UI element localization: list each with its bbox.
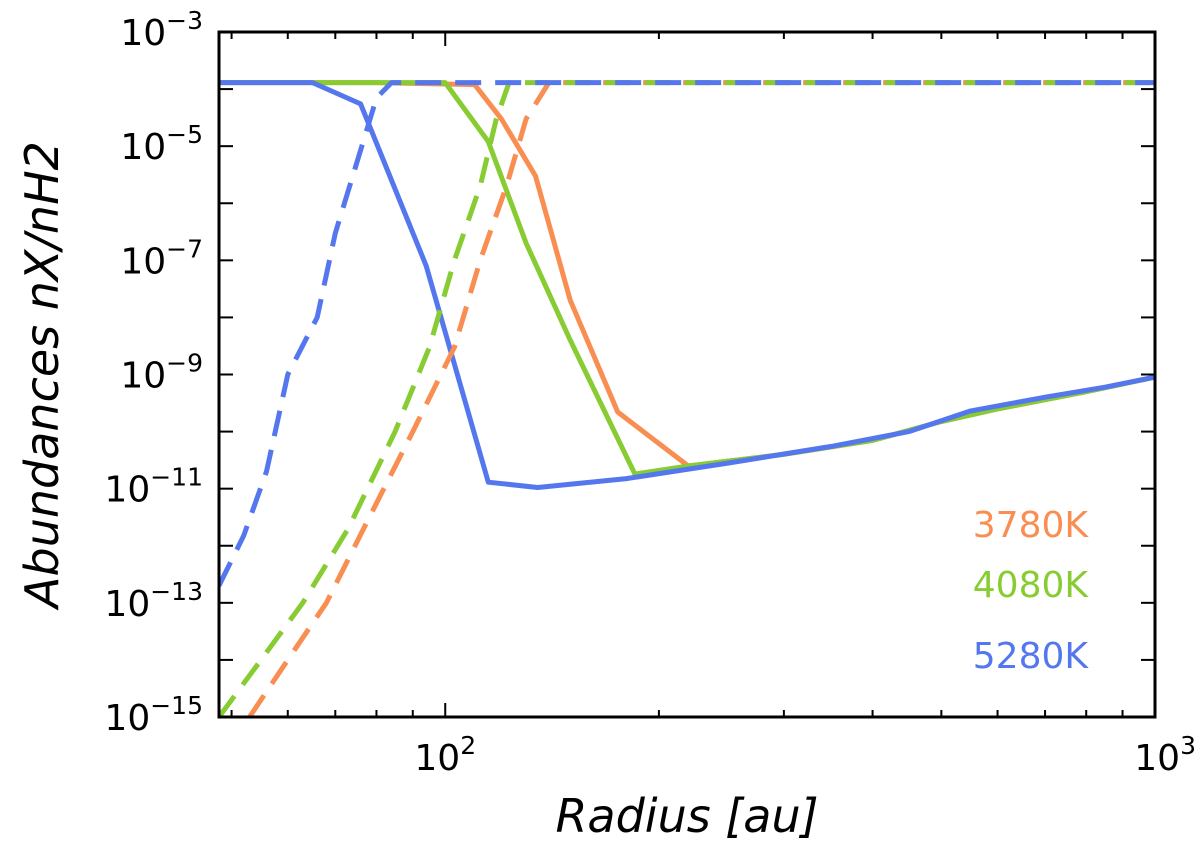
legend: 3780K 4080K 5280K bbox=[973, 505, 1090, 677]
y-tick-label: 10−15 bbox=[104, 691, 203, 739]
y-tick-label: 10−13 bbox=[104, 577, 203, 625]
y-tick-label: 10−7 bbox=[120, 234, 203, 282]
series-line-5280k-dashed bbox=[219, 80, 1155, 587]
series-line-5280k-solid bbox=[219, 80, 1155, 490]
plot-frame bbox=[217, 30, 1157, 719]
y-tick-label: 10−3 bbox=[120, 6, 203, 54]
legend-item-4080k: 4080K bbox=[973, 565, 1090, 606]
y-axis-label: Abundances nX/nH2 bbox=[15, 141, 69, 611]
y-tick-label: 10−9 bbox=[120, 349, 203, 397]
y-tick-label: 10−5 bbox=[120, 120, 203, 168]
series-layer bbox=[219, 80, 1155, 717]
tick-layer bbox=[219, 31, 1156, 718]
series-line-4080k-solid bbox=[219, 80, 1155, 477]
x-axis-label: Radius [au] bbox=[555, 789, 818, 843]
series-line-3780k-dashed bbox=[247, 80, 1155, 717]
series-line-4080k-dashed bbox=[219, 80, 1155, 717]
x-tick-label: 102 bbox=[414, 731, 476, 779]
y-tick-label: 10−11 bbox=[104, 463, 203, 511]
tick-labels: 102 103 10−3 10−5 10−7 10−9 10−11 10−13 10−15 bbox=[104, 6, 1196, 779]
legend-item-3780k: 3780K bbox=[973, 505, 1090, 546]
x-tick-label: 103 bbox=[1134, 731, 1196, 779]
legend-item-5280k: 5280K bbox=[973, 636, 1090, 677]
series-line-3780k-solid bbox=[219, 80, 1155, 469]
